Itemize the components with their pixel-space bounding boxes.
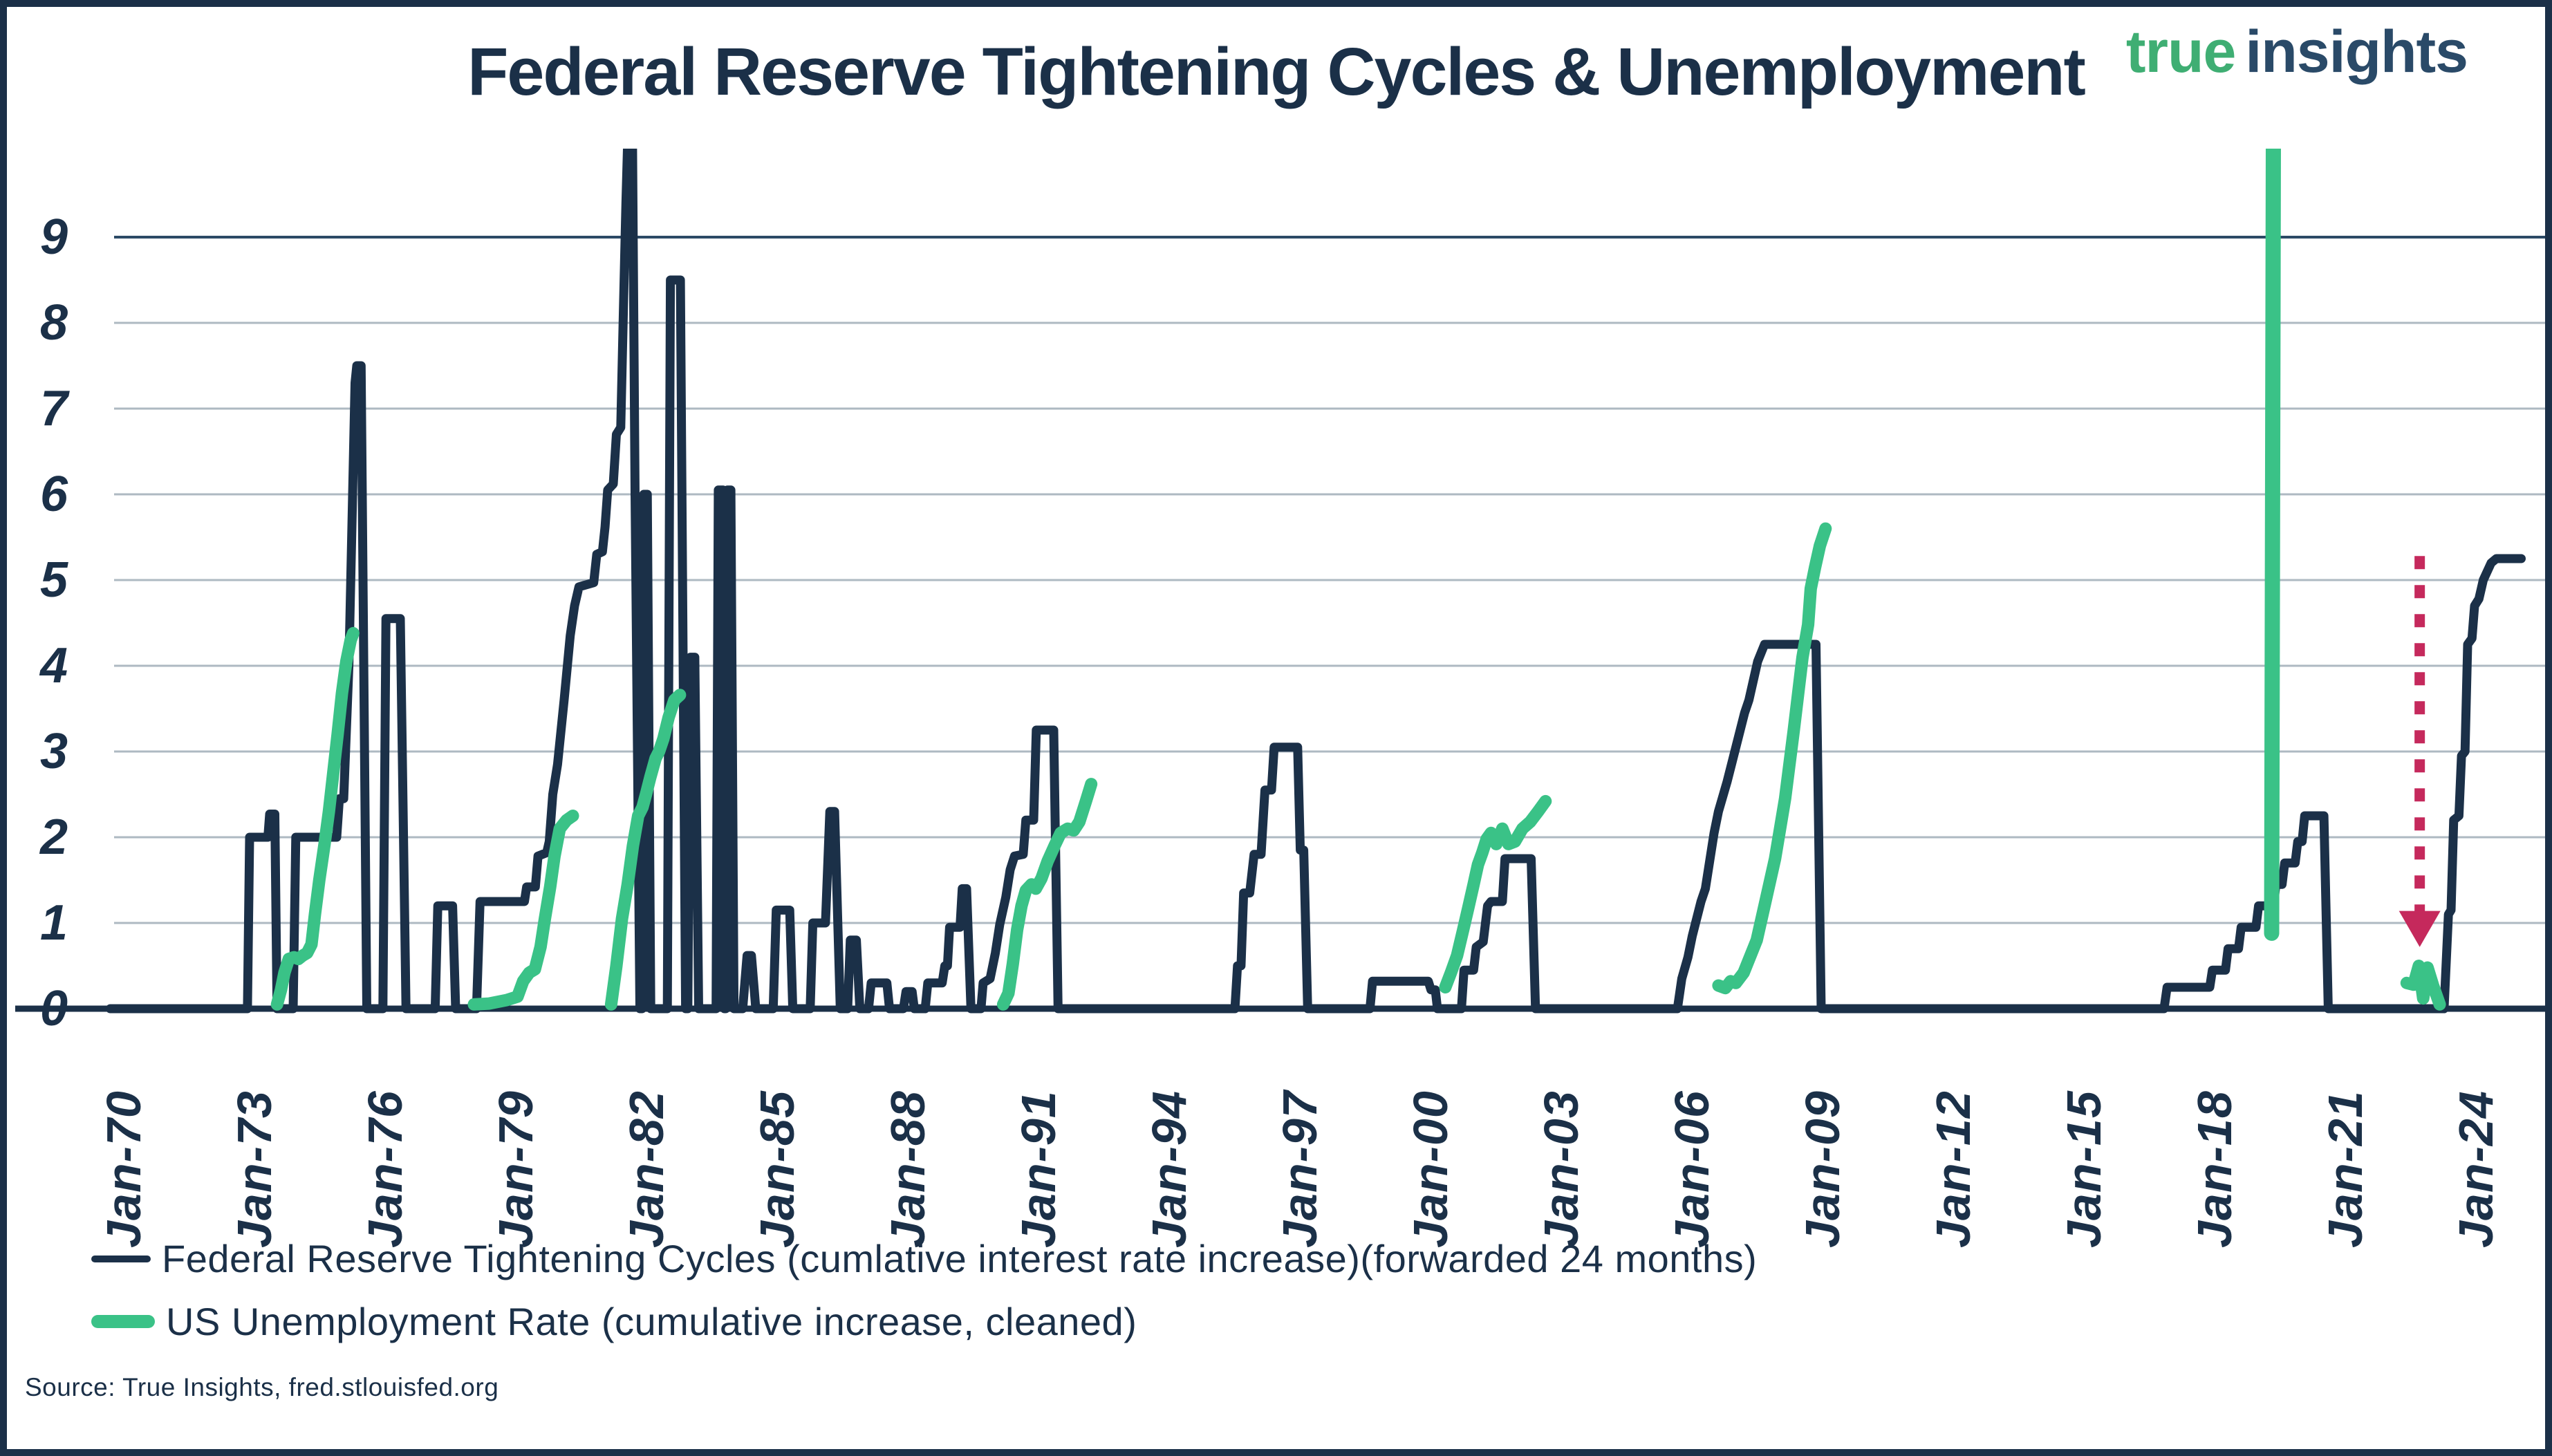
series-group (105, 149, 2526, 1014)
x-tick-label-Jan-70: Jan-70 (97, 1090, 151, 1248)
unemployment-segment-6 (1712, 522, 1832, 995)
x-tick-label-Jan-03: Jan-03 (1534, 1090, 1588, 1248)
unemployment-segment-1 (270, 626, 360, 1011)
x-tick-label-Jan-73: Jan-73 (227, 1090, 281, 1248)
chart-plot-area (15, 149, 2545, 1014)
y-tick-label-3: 3 (39, 724, 68, 779)
y-tick-label-6: 6 (39, 467, 68, 522)
x-tick-label-Jan-97: Jan-97 (1273, 1090, 1327, 1248)
unemployment-segment-5 (1439, 794, 1552, 993)
x-tick-label-Jan-06: Jan-06 (1665, 1090, 1719, 1248)
x-tick-label-Jan-24: Jan-24 (2449, 1090, 2503, 1248)
y-tick-label-5: 5 (39, 552, 68, 608)
x-tick-label-Jan-00: Jan-00 (1404, 1090, 1457, 1248)
x-tick-label-Jan-85: Jan-85 (750, 1090, 804, 1248)
x-tick-label-Jan-79: Jan-79 (489, 1090, 543, 1248)
x-tick-label-Jan-94: Jan-94 (1142, 1090, 1196, 1248)
x-tick-label-Jan-82: Jan-82 (620, 1090, 673, 1248)
y-tick-label-1: 1 (39, 895, 68, 951)
fed-tightening-line (105, 149, 2526, 1014)
page-title: Federal Reserve Tightening Cycles & Unem… (467, 34, 2086, 109)
unemployment-covid-spike (2264, 149, 2281, 941)
y-tick-label-8: 8 (39, 295, 68, 351)
legend: Federal Reserve Tightening Cycles (cumla… (91, 1236, 1757, 1344)
x-tick-label-Jan-09: Jan-09 (1796, 1090, 1850, 1248)
y-tick-label-2: 2 (39, 810, 68, 865)
legend-swatch-fed-line (91, 1255, 151, 1262)
legend-item-unemployment: US Unemployment Rate (cumulative increas… (91, 1299, 1757, 1344)
brand-logo-true: true (2125, 19, 2236, 85)
legend-label-fed: Federal Reserve Tightening Cycles (cumla… (162, 1237, 1758, 1280)
unemployment-segment-2 (467, 810, 579, 1011)
y-tick-label-7: 7 (39, 381, 68, 436)
x-tick-label-Jan-15: Jan-15 (2057, 1090, 2111, 1248)
source-note: Source: True Insights, fred.stlouisfed.o… (25, 1373, 499, 1401)
unemployment-segment-3 (604, 689, 687, 1011)
x-tick-label-Jan-88: Jan-88 (881, 1090, 935, 1248)
brand-logo-insights: insights (2245, 19, 2468, 85)
y-tick-label-0: 0 (39, 981, 68, 1036)
y-tick-label-9: 9 (39, 209, 68, 265)
x-tick-label-Jan-12: Jan-12 (1926, 1090, 1980, 1248)
legend-swatch-unemployment-line (91, 1315, 155, 1328)
brand-logo: true insights (2126, 18, 2468, 86)
arrow-head-down (2399, 911, 2441, 947)
unemployment-segment-4 (996, 778, 1098, 1011)
y-tick-label-4: 4 (39, 638, 68, 693)
x-tick-label-Jan-91: Jan-91 (1012, 1090, 1065, 1248)
unemployment-segment-7 (2400, 960, 2446, 1011)
x-tick-label-Jan-21: Jan-21 (2318, 1090, 2372, 1248)
x-tick-label-Jan-18: Jan-18 (2188, 1090, 2242, 1248)
legend-item-fed: Federal Reserve Tightening Cycles (cumla… (91, 1236, 1757, 1281)
x-tick-label-Jan-76: Jan-76 (358, 1090, 412, 1248)
legend-label-unemployment: US Unemployment Rate (cumulative increas… (166, 1300, 1137, 1343)
